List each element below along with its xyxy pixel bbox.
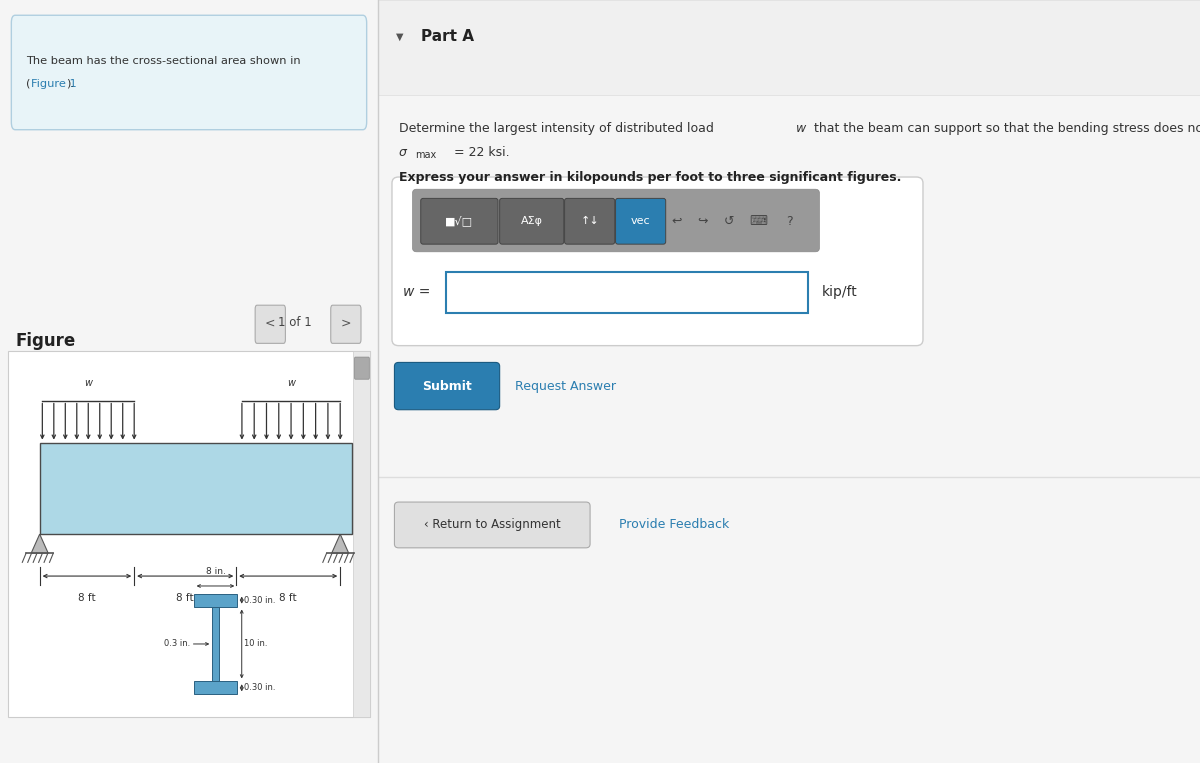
Text: ?: ?	[786, 214, 792, 228]
Text: The beam has the cross-sectional area shown in: The beam has the cross-sectional area sh…	[26, 56, 301, 66]
FancyBboxPatch shape	[392, 177, 923, 346]
Text: Submit: Submit	[422, 379, 472, 393]
Text: Express your answer in kilopounds per foot to three significant figures.: Express your answer in kilopounds per fo…	[398, 171, 901, 184]
FancyBboxPatch shape	[564, 198, 614, 244]
FancyBboxPatch shape	[331, 305, 361, 343]
Polygon shape	[31, 534, 48, 553]
FancyBboxPatch shape	[616, 198, 666, 244]
Bar	[378, 0, 1200, 95]
FancyBboxPatch shape	[354, 351, 371, 717]
Text: Provide Feedback: Provide Feedback	[619, 518, 730, 532]
Text: ↩: ↩	[671, 214, 682, 228]
FancyBboxPatch shape	[7, 351, 371, 717]
Text: w =: w =	[403, 285, 430, 299]
Polygon shape	[331, 534, 349, 553]
FancyBboxPatch shape	[256, 305, 286, 343]
Text: ↺: ↺	[724, 214, 734, 228]
Text: σ: σ	[398, 146, 407, 159]
Bar	[212, 607, 218, 681]
Text: max: max	[415, 150, 437, 160]
Text: Figure 1: Figure 1	[31, 79, 77, 89]
Text: w: w	[797, 122, 806, 135]
Text: 10 in.: 10 in.	[244, 639, 268, 649]
Text: Determine the largest intensity of distributed load: Determine the largest intensity of distr…	[398, 122, 718, 135]
Text: Figure: Figure	[16, 332, 76, 350]
FancyBboxPatch shape	[395, 362, 499, 410]
Text: ↪: ↪	[697, 214, 708, 228]
Text: ).: ).	[66, 79, 74, 89]
FancyBboxPatch shape	[499, 198, 564, 244]
Text: w: w	[287, 378, 295, 388]
Text: (: (	[26, 79, 31, 89]
FancyBboxPatch shape	[413, 189, 820, 252]
Text: ■√□: ■√□	[445, 216, 474, 227]
Text: 0.30 in.: 0.30 in.	[244, 684, 275, 692]
Text: = 22 ksi.: = 22 ksi.	[450, 146, 510, 159]
Bar	[193, 594, 238, 607]
Text: ▼: ▼	[396, 31, 403, 42]
Text: ‹ Return to Assignment: ‹ Return to Assignment	[424, 518, 560, 532]
FancyBboxPatch shape	[354, 357, 370, 379]
FancyBboxPatch shape	[395, 502, 590, 548]
Text: 8 ft: 8 ft	[280, 593, 298, 603]
Text: AΣφ: AΣφ	[521, 216, 542, 227]
FancyBboxPatch shape	[11, 15, 367, 130]
Text: kip/ft: kip/ft	[822, 285, 858, 299]
Bar	[40, 443, 352, 534]
Text: that the beam can support so that the bending stress does not exceed: that the beam can support so that the be…	[810, 122, 1200, 135]
Text: 0.30 in.: 0.30 in.	[244, 596, 275, 604]
Text: >: >	[341, 316, 352, 330]
Bar	[193, 681, 238, 694]
Text: <: <	[265, 316, 276, 330]
Text: ⌨: ⌨	[750, 214, 768, 228]
Text: 8 in.: 8 in.	[205, 567, 226, 576]
Bar	[446, 272, 808, 313]
Text: w: w	[84, 378, 92, 388]
Text: vec: vec	[631, 216, 650, 227]
Text: Part A: Part A	[421, 29, 474, 44]
Text: 8 ft: 8 ft	[176, 593, 194, 603]
Text: 0.3 in.: 0.3 in.	[163, 639, 190, 649]
Text: 1 of 1: 1 of 1	[278, 316, 312, 330]
Text: Request Answer: Request Answer	[515, 379, 617, 393]
Text: 8 ft: 8 ft	[78, 593, 96, 603]
FancyBboxPatch shape	[421, 198, 498, 244]
Text: ↑↓: ↑↓	[581, 216, 599, 227]
